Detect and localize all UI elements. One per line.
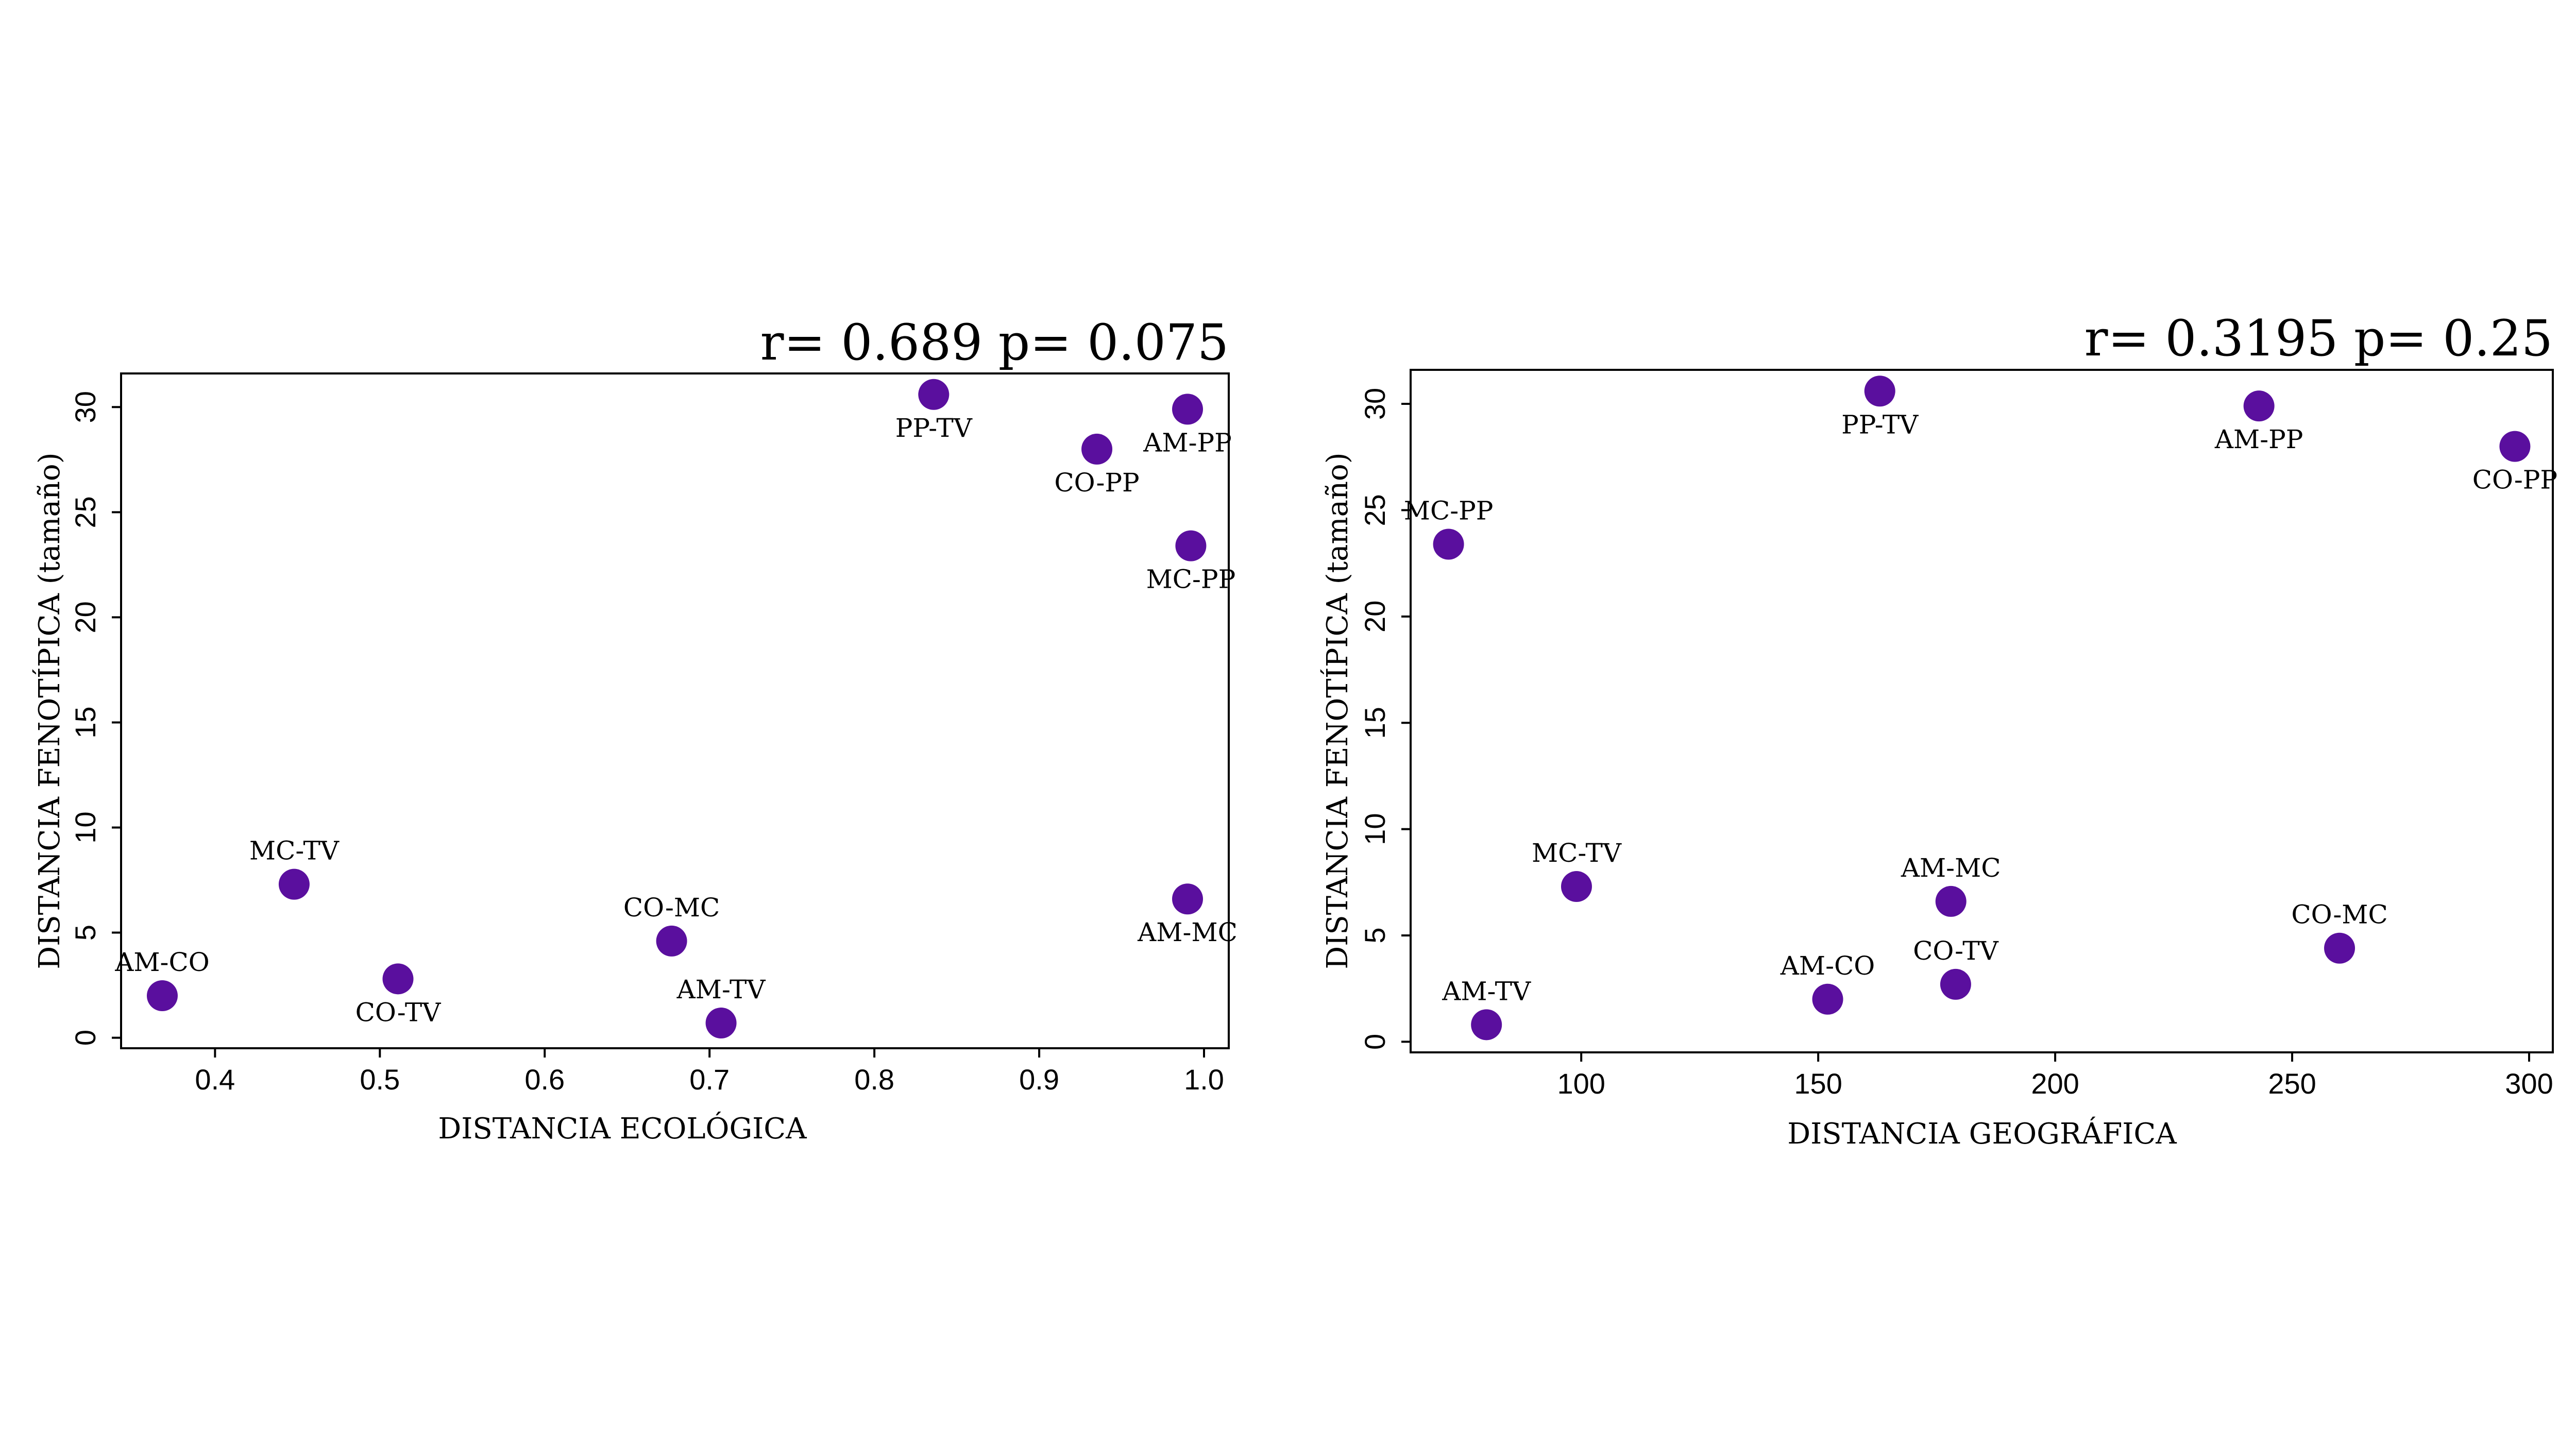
data-point	[146, 980, 178, 1011]
data-point	[1433, 529, 1464, 560]
data-point	[918, 379, 950, 410]
data-point	[1175, 530, 1207, 561]
chart-title: r= 0.689 p= 0.075	[760, 314, 1229, 371]
point-label: PP-TV	[1841, 410, 1919, 439]
x-ticks: 100 150 200 250 300	[1557, 1052, 2553, 1100]
data-point	[2243, 390, 2275, 422]
point-label: AM-MC	[1901, 853, 2001, 883]
y-ticks: 0 5 10 15 20 25 30	[69, 391, 121, 1046]
scatter-panel-ecological: r= 0.689 p= 0.075 DISTANCIA ECOLÓGICA DI…	[32, 314, 1238, 1146]
y-tick-label: 0	[1359, 1034, 1391, 1050]
y-tick-label: 15	[1359, 707, 1391, 739]
y-tick-label: 25	[1359, 494, 1391, 526]
y-tick-label: 5	[1359, 927, 1391, 943]
data-point	[2499, 431, 2531, 462]
point-label: CO-MC	[623, 893, 720, 923]
x-tick-label: 0.5	[360, 1063, 400, 1096]
data-points: AM-CO MC-TV CO-TV CO-MC AM-TV PP-TV CO-PPAM-PP…	[114, 379, 1238, 1039]
y-axis-label: DISTANCIA FENOTÍPICA (tamaño)	[32, 452, 66, 969]
data-point	[1172, 394, 1204, 425]
point-label: AM-TV	[1442, 976, 1531, 1006]
scatter-panel-geographic: r= 0.3195 p= 0.25 DISTANCIA GEOGRÁFICA D…	[1320, 310, 2557, 1151]
point-label: CO-PP	[1054, 468, 1139, 498]
point-label: CO-TV	[1913, 936, 1999, 966]
data-point	[1812, 983, 1843, 1015]
y-tick-label: 5	[69, 925, 101, 941]
x-tick-label: 0.9	[1019, 1063, 1059, 1096]
y-tick-label: 30	[69, 391, 101, 423]
y-tick-label: 15	[69, 706, 101, 738]
x-tick-label: 100	[1557, 1067, 1605, 1100]
point-label: AM-CO	[1780, 951, 1875, 981]
x-tick-label: 200	[2031, 1067, 2079, 1100]
y-tick-label: 20	[69, 601, 101, 633]
data-point	[1561, 871, 1592, 902]
x-tick-label: 0.6	[524, 1063, 565, 1096]
x-tick-label: 0.4	[195, 1063, 235, 1096]
x-tick-label: 0.7	[689, 1063, 730, 1096]
data-point	[278, 868, 310, 900]
data-point	[705, 1008, 737, 1039]
x-tick-label: 0.8	[854, 1063, 894, 1096]
data-point	[1471, 1009, 1502, 1041]
x-tick-label: 1.0	[1184, 1063, 1224, 1096]
point-label: MC-PP	[1404, 496, 1494, 525]
data-point	[382, 963, 414, 995]
point-label: CO-MC	[2291, 900, 2387, 930]
point-label: PP-TV	[895, 413, 973, 443]
y-tick-label: 10	[69, 811, 101, 843]
point-label: MC-TV	[249, 836, 340, 866]
point-label: CO-TV	[355, 997, 442, 1027]
x-axis-label: DISTANCIA GEOGRÁFICA	[1787, 1117, 2177, 1151]
point-label: CO-PP	[2472, 465, 2557, 495]
point-label: AM-TV	[676, 975, 766, 1004]
point-label: MC-PP	[1146, 565, 1236, 594]
data-point	[1935, 885, 1967, 917]
data-point	[1864, 376, 1895, 407]
plot-frame	[120, 372, 1230, 1049]
point-label: MC-TV	[1532, 838, 1622, 868]
data-points: MC-PP AM-TV MC-TV AM-CO PP-TV AM-MC CO-TV AM-PP…	[1404, 376, 2557, 1041]
y-tick-label: 20	[1359, 601, 1391, 633]
y-tick-label: 0	[69, 1030, 101, 1046]
x-tick-label: 150	[1794, 1067, 1842, 1100]
x-tick-label: 300	[2505, 1067, 2553, 1100]
x-ticks: 0.4 0.5 0.6 0.7 0.8 0.9 1.0	[195, 1048, 1224, 1096]
y-ticks: 0 5 10 15 20 25 30	[1359, 388, 1411, 1050]
x-tick-label: 250	[2268, 1067, 2316, 1100]
data-point	[1940, 968, 1971, 1000]
y-tick-label: 25	[69, 496, 101, 528]
data-point	[656, 925, 687, 957]
y-tick-label: 30	[1359, 388, 1391, 420]
chart-title: r= 0.3195 p= 0.25	[2084, 310, 2553, 367]
point-label: AM-MC	[1137, 917, 1238, 947]
data-point	[1172, 883, 1204, 915]
data-point	[1081, 433, 1113, 465]
point-label: AM-PP	[2214, 424, 2303, 454]
x-axis-label: DISTANCIA ECOLÓGICA	[438, 1111, 807, 1146]
point-label: AM-CO	[114, 947, 209, 977]
plot-frame	[1410, 369, 2554, 1053]
y-axis-label: DISTANCIA FENOTÍPICA (tamaño)	[1320, 452, 1354, 969]
y-tick-label: 10	[1359, 813, 1391, 845]
data-point	[2324, 932, 2355, 964]
point-label: AM-PP	[1143, 428, 1231, 457]
